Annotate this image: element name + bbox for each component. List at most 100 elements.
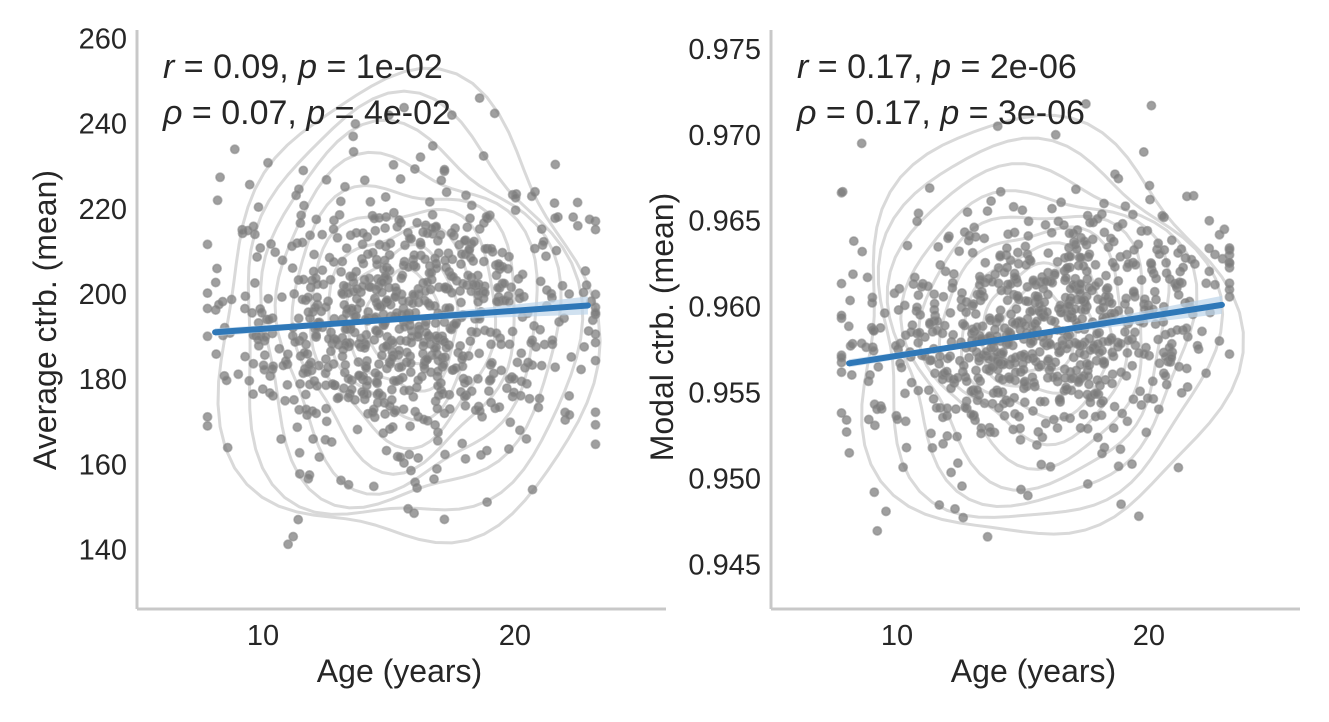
scatter-point bbox=[581, 280, 592, 291]
correlation-annotations: r = 0.17, p = 2e-06 ρ = 0.17, p = 3e-06 bbox=[796, 48, 1085, 132]
scatter-point bbox=[901, 442, 912, 453]
scatter-point bbox=[380, 408, 391, 419]
scatter-point bbox=[455, 259, 466, 270]
scatter-point bbox=[1122, 347, 1133, 358]
scatter-point bbox=[290, 336, 301, 347]
scatter-point bbox=[438, 359, 449, 370]
scatter-point bbox=[564, 409, 575, 420]
scatter-point bbox=[274, 343, 285, 354]
scatter-point bbox=[424, 196, 435, 207]
scatter-point bbox=[294, 468, 305, 479]
scatter-point bbox=[409, 250, 420, 261]
scatter-point bbox=[439, 449, 450, 460]
scatter-point bbox=[371, 376, 382, 387]
scatter-point bbox=[229, 144, 240, 155]
scatter-point bbox=[259, 364, 270, 375]
scatter-point bbox=[262, 157, 273, 168]
scatter-point bbox=[1022, 249, 1033, 260]
scatter-point bbox=[1186, 254, 1197, 265]
scatter-point bbox=[348, 146, 359, 157]
scatter-point bbox=[540, 251, 551, 262]
scatter-point bbox=[287, 263, 298, 274]
scatter-point bbox=[913, 208, 924, 219]
scatter-point bbox=[1153, 334, 1164, 345]
scatter-point bbox=[398, 404, 409, 415]
x-tick-label: 20 bbox=[499, 620, 531, 652]
scatter-point bbox=[482, 497, 493, 508]
scatter-point bbox=[415, 239, 426, 250]
scatter-point bbox=[1040, 418, 1051, 429]
scatter-point bbox=[405, 465, 416, 476]
scatter-point bbox=[332, 232, 343, 243]
scatter-point bbox=[255, 243, 266, 254]
scatter-point bbox=[869, 487, 880, 498]
scatter-point bbox=[972, 395, 983, 406]
scatter-point bbox=[1023, 353, 1034, 364]
scatter-point bbox=[1060, 292, 1071, 303]
scatter-point bbox=[1040, 276, 1051, 287]
scatter-point bbox=[868, 345, 879, 356]
scatter-point bbox=[939, 320, 950, 331]
scatter-point bbox=[221, 375, 232, 386]
scatter-point bbox=[339, 181, 350, 192]
scatter-point bbox=[439, 164, 450, 175]
scatter-point bbox=[431, 331, 442, 342]
scatter-point bbox=[407, 298, 418, 309]
scatter-point bbox=[240, 291, 251, 302]
scatter-point bbox=[359, 175, 370, 186]
scatter-point bbox=[1214, 229, 1225, 240]
scatter-point bbox=[311, 214, 322, 225]
scatter-point bbox=[328, 224, 339, 235]
scatter-points bbox=[202, 93, 601, 550]
scatter-point bbox=[982, 206, 993, 217]
scatter-point bbox=[1092, 328, 1103, 339]
y-tick-label: 0.960 bbox=[688, 292, 761, 324]
scatter-point bbox=[270, 247, 281, 258]
scatter-point bbox=[397, 270, 408, 281]
scatter-point bbox=[439, 514, 450, 525]
scatter-point bbox=[404, 449, 415, 460]
scatter-point bbox=[466, 286, 477, 297]
scatter-point bbox=[404, 233, 415, 244]
scatter-point bbox=[527, 484, 538, 495]
scatter-point bbox=[293, 313, 304, 324]
scatter-point bbox=[202, 331, 213, 342]
scatter-point bbox=[869, 420, 880, 431]
scatter-point bbox=[1138, 147, 1149, 158]
scatter-point bbox=[1145, 194, 1156, 205]
scatter-point bbox=[503, 443, 514, 454]
scatter-point bbox=[984, 422, 995, 433]
scatter-point bbox=[387, 352, 398, 363]
scatter-point bbox=[202, 288, 213, 299]
scatter-point bbox=[415, 152, 426, 163]
scatter-point bbox=[304, 359, 315, 370]
scatter-point bbox=[422, 277, 433, 288]
scatter-point bbox=[1214, 335, 1225, 346]
scatter-point bbox=[335, 475, 346, 486]
scatter-point bbox=[550, 159, 561, 170]
scatter-point bbox=[450, 319, 461, 330]
scatter-point bbox=[922, 281, 933, 292]
scatter-point bbox=[1136, 226, 1147, 237]
x-ticks: 10 20 bbox=[881, 620, 1165, 652]
scatter-point bbox=[486, 357, 497, 368]
scatter-point bbox=[505, 417, 516, 428]
scatter-point bbox=[836, 187, 847, 198]
scatter-point bbox=[381, 295, 392, 306]
scatter-point bbox=[427, 223, 438, 234]
scatter-point bbox=[377, 277, 388, 288]
scatter-point bbox=[401, 347, 412, 358]
scatter-point bbox=[1047, 203, 1058, 214]
scatter-point bbox=[294, 447, 305, 458]
scatter-point bbox=[320, 354, 331, 365]
scatter-point bbox=[912, 216, 923, 227]
scatter-point bbox=[444, 403, 455, 414]
scatter-point bbox=[1027, 372, 1038, 383]
scatter-point bbox=[321, 403, 332, 414]
scatter-point bbox=[1023, 231, 1034, 242]
scatter-point bbox=[373, 328, 384, 339]
scatter-point bbox=[265, 239, 276, 250]
scatter-point bbox=[391, 376, 402, 387]
scatter-point bbox=[455, 386, 466, 397]
